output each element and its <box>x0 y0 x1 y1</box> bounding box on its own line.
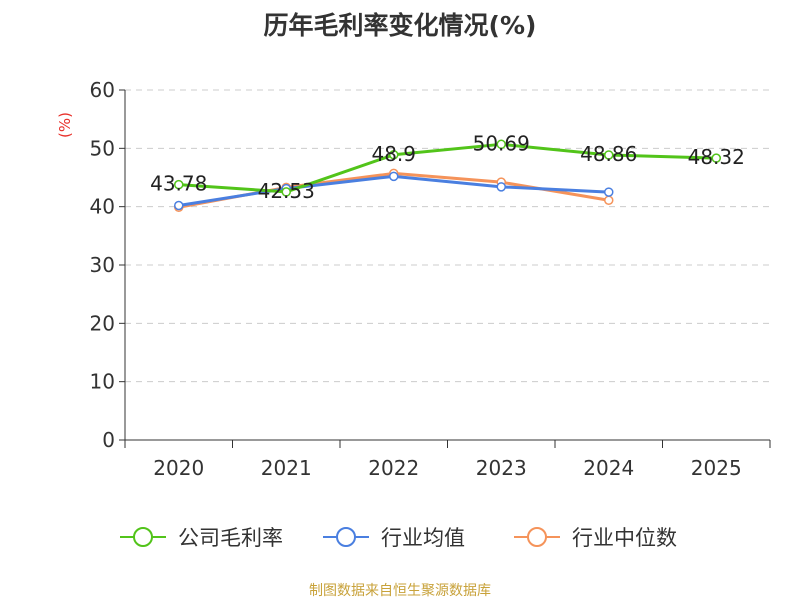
legend-label-1[interactable]: 公司毛利率 <box>178 526 283 550</box>
source-note: 制图数据来自恒生聚源数据库 <box>309 583 491 599</box>
x-tick-label: 2024 <box>583 456 634 480</box>
data-point[interactable] <box>496 139 506 150</box>
y-tick-label: 30 <box>90 253 115 277</box>
data-point[interactable] <box>496 182 506 192</box>
chart-title: 历年毛利率变化情况(%) <box>263 11 537 40</box>
data-point[interactable] <box>604 150 614 160</box>
data-label: 43.78 <box>150 172 207 196</box>
data-label: 48.32 <box>688 145 745 169</box>
x-tick-label: 2025 <box>691 456 742 480</box>
data-point[interactable] <box>281 187 291 197</box>
legend-marker-2 <box>336 527 356 547</box>
data-point[interactable] <box>389 150 399 160</box>
y-tick-label: 10 <box>90 370 115 394</box>
data-point[interactable] <box>174 200 184 211</box>
data-label: 48.86 <box>580 142 637 166</box>
data-label: 50.69 <box>473 131 530 155</box>
series-line-1 <box>178 142 717 194</box>
legend-marker-3 <box>527 527 547 547</box>
data-label: 48.9 <box>371 142 416 166</box>
data-point[interactable] <box>174 179 184 190</box>
y-axis-label: (%) <box>56 112 74 138</box>
y-tick-label: 0 <box>102 428 115 452</box>
y-tick-label: 20 <box>90 311 115 335</box>
y-tick-label: 40 <box>90 195 115 219</box>
x-tick-label: 2021 <box>261 456 312 480</box>
legend-label-3[interactable]: 行业中位数 <box>572 526 677 550</box>
data-point[interactable] <box>604 195 614 205</box>
x-tick-label: 2022 <box>368 456 419 480</box>
data-point[interactable] <box>711 153 721 163</box>
legend-label-2[interactable]: 行业均值 <box>381 526 465 550</box>
data-label: 42.53 <box>258 179 315 203</box>
x-tick-label: 2023 <box>476 456 527 480</box>
y-tick-label: 60 <box>90 78 115 102</box>
data-point[interactable] <box>604 187 614 197</box>
legend-marker-1 <box>133 527 153 547</box>
x-tick-label: 2020 <box>153 456 204 480</box>
y-tick-label: 50 <box>90 136 115 160</box>
data-point[interactable] <box>389 171 399 182</box>
